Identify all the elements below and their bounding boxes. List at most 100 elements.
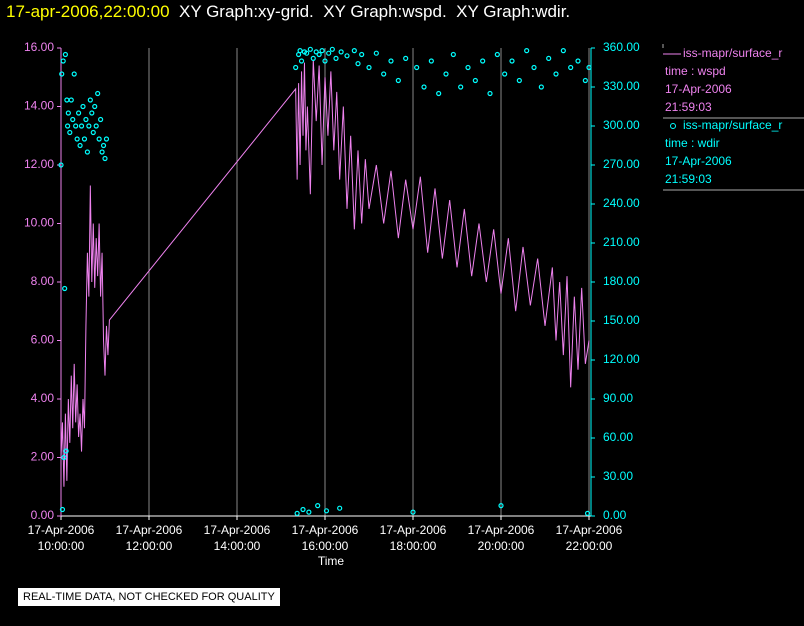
x-tick-label: 17-Apr-2006 12:00:00 xyxy=(115,523,183,553)
data-point xyxy=(355,60,361,67)
y2-tick-label: 300.00 xyxy=(603,118,640,132)
data-point xyxy=(315,503,321,509)
x-tick-label: 17-Apr-2006 20:00:00 xyxy=(467,523,535,553)
data-point xyxy=(77,142,83,149)
y-tick-label: 2.00 xyxy=(31,450,55,464)
data-point xyxy=(414,64,420,71)
data-point xyxy=(68,97,74,103)
data-point xyxy=(310,55,316,62)
data-point xyxy=(498,503,504,509)
data-point xyxy=(59,71,65,77)
data-point xyxy=(83,116,89,123)
data-point xyxy=(421,84,427,90)
y2-tick-label: 120.00 xyxy=(603,352,640,366)
data-point xyxy=(306,509,312,515)
data-point xyxy=(81,136,88,142)
data-point xyxy=(293,64,299,71)
x-tick-label: 17-Apr-2006 10:00:00 xyxy=(27,523,95,553)
data-point xyxy=(63,448,69,454)
data-point xyxy=(103,136,110,142)
y-tick-label: 16.00 xyxy=(24,40,54,54)
data-point xyxy=(381,71,387,77)
data-point xyxy=(89,110,95,116)
y-tick-label: 8.00 xyxy=(31,274,55,288)
data-point xyxy=(62,285,68,292)
data-point xyxy=(516,77,522,84)
data-point xyxy=(458,84,464,90)
data-point xyxy=(568,64,574,71)
data-point xyxy=(502,71,508,77)
title-time: 17-apr-2006,22:00:00 xyxy=(6,2,170,21)
data-point xyxy=(531,64,537,71)
data-point xyxy=(395,77,401,84)
data-line xyxy=(60,59,590,487)
data-point xyxy=(586,64,592,71)
data-point xyxy=(584,510,591,517)
data-point xyxy=(465,64,471,71)
legend-label: iss-mapr/surface_r xyxy=(683,46,782,60)
y-tick-label: 10.00 xyxy=(24,216,54,230)
x-axis-label: Time xyxy=(317,554,345,568)
data-point xyxy=(65,110,71,116)
data-point xyxy=(76,110,82,116)
data-point xyxy=(99,149,105,155)
data-point xyxy=(304,50,310,56)
data-point xyxy=(553,71,559,77)
data-point xyxy=(316,51,322,58)
data-point xyxy=(494,51,500,58)
y-tick-label: 4.00 xyxy=(31,391,55,405)
y2-tick-label: 90.00 xyxy=(603,391,633,405)
data-point xyxy=(84,149,91,155)
data-point xyxy=(582,77,588,84)
data-point xyxy=(62,51,69,58)
y2-tick-label: 330.00 xyxy=(603,79,640,93)
legend-label: iss-mapr/surface_r xyxy=(683,118,782,132)
data-point xyxy=(307,46,313,52)
data-point xyxy=(359,51,365,58)
x-tick-label: 17-Apr-2006 14:00:00 xyxy=(203,523,271,553)
data-point xyxy=(73,123,79,129)
legend-info: 17-Apr-2006 xyxy=(665,154,732,168)
data-point xyxy=(443,71,449,77)
x-tick-label: 17-Apr-2006 16:00:00 xyxy=(291,523,359,553)
data-point xyxy=(428,58,434,64)
data-point xyxy=(410,509,416,515)
y2-tick-label: 150.00 xyxy=(603,313,640,327)
data-point xyxy=(575,58,581,64)
data-point xyxy=(298,58,305,64)
data-point xyxy=(61,454,67,461)
quality-note: REAL-TIME DATA, NOT CHECKED FOR QUALITY xyxy=(18,588,280,606)
legend-info: time : wspd xyxy=(665,64,726,78)
x-tick-label: 17-Apr-2006 18:00:00 xyxy=(379,523,447,553)
data-point xyxy=(71,71,77,77)
data-point xyxy=(96,136,102,142)
data-point xyxy=(102,155,108,162)
y2-tick-label: 60.00 xyxy=(603,430,633,444)
data-point xyxy=(90,129,96,136)
data-point xyxy=(80,103,86,110)
legend-swatch xyxy=(670,123,676,129)
data-point xyxy=(300,506,306,513)
data-point xyxy=(436,90,442,97)
y2-tick-label: 30.00 xyxy=(603,469,633,483)
data-point xyxy=(64,97,70,103)
data-point xyxy=(74,136,80,142)
data-point xyxy=(86,123,92,129)
data-point xyxy=(65,123,71,129)
data-point xyxy=(337,505,343,511)
data-point xyxy=(366,64,372,71)
data-point xyxy=(92,103,98,110)
data-point xyxy=(329,46,335,52)
data-point xyxy=(58,162,64,168)
data-point xyxy=(78,123,85,129)
data-point xyxy=(403,55,409,62)
y-tick-label: 14.00 xyxy=(24,99,54,113)
data-point xyxy=(373,50,379,56)
legend-info: 21:59:03 xyxy=(665,100,712,114)
data-point xyxy=(509,58,515,64)
data-point xyxy=(323,508,330,514)
y-tick-label: 6.00 xyxy=(31,333,55,347)
chart-title: XY Graph:xy-grid. XY Graph:wspd. XY Grap… xyxy=(169,2,571,21)
